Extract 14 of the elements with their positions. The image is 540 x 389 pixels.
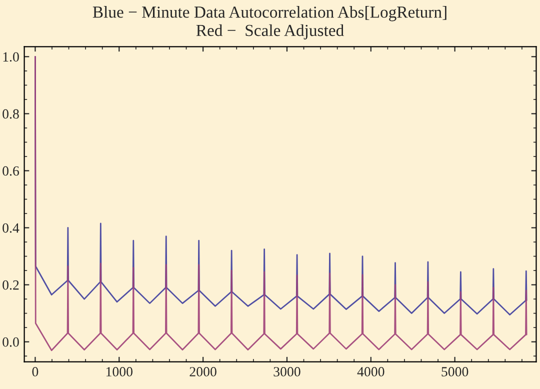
y-tick-label: 0.4: [2, 223, 20, 233]
x-tick-label: 3000: [274, 367, 300, 376]
x-tick-label: 1000: [106, 367, 132, 376]
y-tick-label: 0.2: [2, 280, 19, 290]
x-tick-label: 0: [32, 367, 38, 376]
y-tick-label: 0.0: [2, 337, 19, 347]
x-tick-label: 4000: [357, 367, 384, 376]
chart-subtitle: Red − Scale Adjusted: [196, 24, 344, 40]
x-tick-label: 2000: [190, 367, 216, 376]
y-tick-label: 0.6: [2, 166, 20, 176]
y-tick-label: 1.0: [3, 52, 19, 62]
y-tick-label: 0.8: [2, 109, 19, 119]
x-tick-label: 5000: [442, 367, 468, 376]
chart-title: Blue − Minute Data Autocorrelation Abs[LogReturn]: [92, 6, 446, 22]
